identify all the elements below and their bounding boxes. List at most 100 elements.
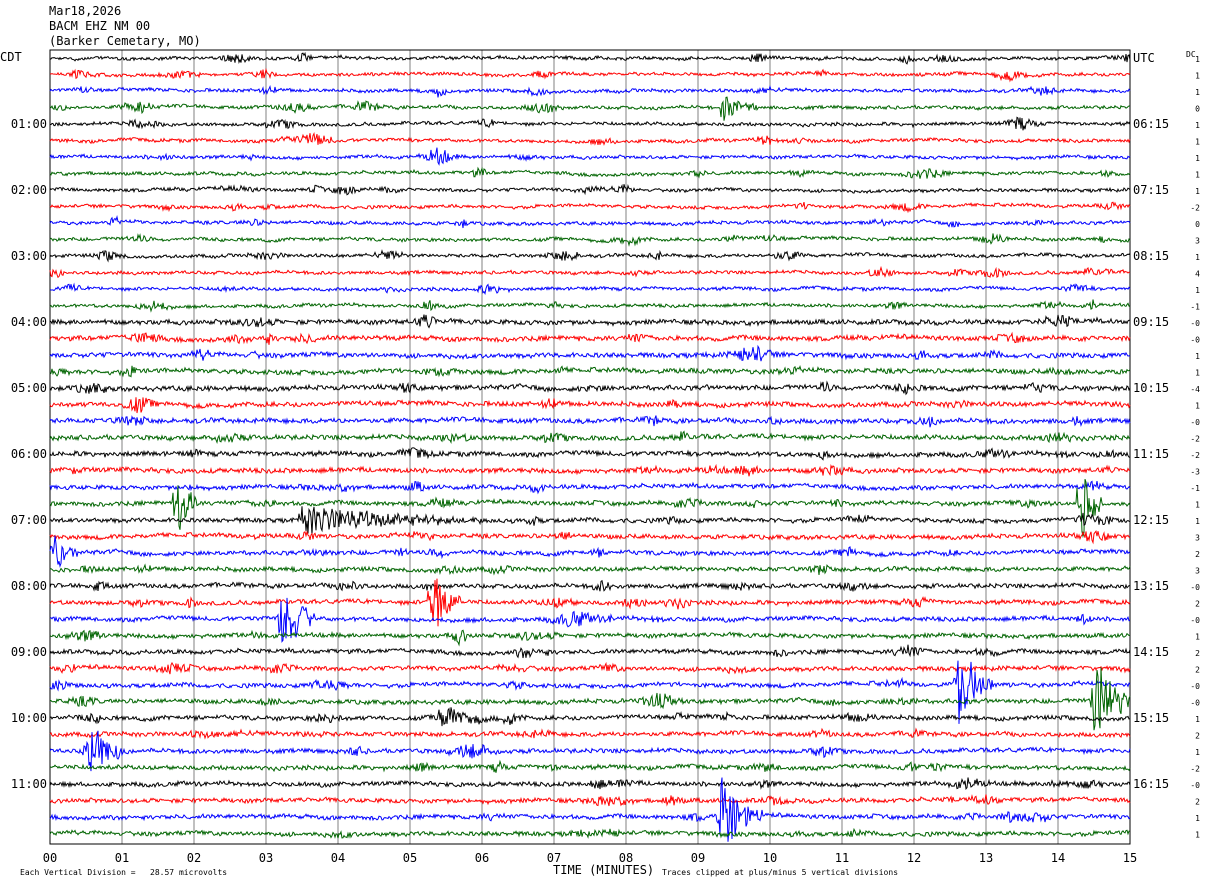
seismogram-trace: [49, 707, 1131, 727]
left-time-label: 11:00: [11, 777, 47, 791]
seismogram-trace: [49, 506, 1131, 535]
right-time-label: 06:15: [1133, 117, 1169, 131]
x-tick-label: 05: [403, 851, 417, 865]
dc-offset-label: 1: [1195, 352, 1200, 361]
dc-offset-label: 1: [1195, 715, 1200, 724]
seismogram-trace: [49, 314, 1130, 329]
left-time-label: 02:00: [11, 183, 47, 197]
left-time-label: 07:00: [11, 513, 47, 527]
minute-grid: [49, 49, 1131, 845]
trace-group: [49, 51, 1131, 842]
seismogram-trace: [49, 667, 1131, 731]
x-tick-label: 14: [1051, 851, 1065, 865]
seismogram-trace: [49, 447, 1131, 461]
seismogram-trace: [49, 233, 1131, 247]
right-time-label: 15:15: [1133, 711, 1169, 725]
x-tick-label: 12: [907, 851, 921, 865]
seismogram-trace: [49, 759, 1131, 773]
dc-offset-label: 1: [1195, 154, 1200, 163]
right-time-label: UTC: [1133, 51, 1155, 65]
seismogram-trace: [49, 299, 1131, 313]
seismogram-trace: [49, 578, 1131, 627]
seismogram-trace: [49, 51, 1131, 65]
seismogram-trace: [49, 183, 1131, 196]
dc-offset-label: -3: [1190, 468, 1200, 477]
right-time-label: 10:15: [1133, 381, 1169, 395]
dc-offset-label: -1: [1190, 484, 1200, 493]
left-time-label: 10:00: [11, 711, 47, 725]
x-tick-label: 03: [259, 851, 273, 865]
right-time-label: 11:15: [1133, 447, 1169, 461]
left-time-label: 09:00: [11, 645, 47, 659]
clip-note: Traces clipped at plus/minus 5 vertical …: [662, 868, 899, 877]
dc-offset-label: -2: [1190, 765, 1200, 774]
x-tick-label: 10: [763, 851, 777, 865]
dc-offset-label: -0: [1190, 616, 1200, 625]
dc-offset-label: 1: [1195, 55, 1200, 64]
x-tick-label: 15: [1123, 851, 1137, 865]
dc-offset-label: -0: [1190, 583, 1200, 592]
dc-offset-label: 1: [1195, 402, 1200, 411]
seismogram-trace: [49, 331, 1131, 345]
seismogram-trace: [49, 597, 1131, 643]
dc-offset-label: 1: [1195, 171, 1200, 180]
right-time-label: 12:15: [1133, 513, 1169, 527]
seismogram-trace: [49, 777, 1131, 790]
right-time-label: 09:15: [1133, 315, 1169, 329]
right-time-label: 14:15: [1133, 645, 1169, 659]
seismogram-trace: [49, 478, 1131, 539]
dc-offset-label: 1: [1195, 72, 1200, 81]
seismogram-trace: [49, 397, 1131, 414]
dc-offset-label: 2: [1195, 666, 1200, 675]
plot-frame: [49, 49, 1131, 845]
left-time-label: 04:00: [11, 315, 47, 329]
label-group: 00 01 02 03 04 05 06 07 08 09 10 11 12 13 14 1511101111…: [11, 51, 1200, 865]
x-axis-title: TIME (MINUTES): [553, 863, 655, 877]
dc-offset-label: 1: [1195, 369, 1200, 378]
seismogram-trace: [49, 661, 1131, 675]
dc-offset-label: 1: [1195, 286, 1200, 295]
right-time-label: 07:15: [1133, 183, 1169, 197]
seismogram-trace: [49, 67, 1131, 83]
seismogram-trace: [49, 147, 1131, 166]
dc-offset-label: 1: [1195, 501, 1200, 510]
left-timezone-label: CDT: [0, 50, 22, 64]
dc-offset-label: 0: [1195, 220, 1200, 229]
dc-offset-label: -0: [1190, 682, 1200, 691]
dc-offset-label: 3: [1195, 237, 1200, 246]
seismogram-trace: [49, 730, 1131, 772]
dc-offset-label: 2: [1195, 649, 1200, 658]
plot-date: Mar18,2026: [49, 4, 122, 18]
seismogram-trace: [49, 644, 1131, 659]
dc-offset-label: 1: [1195, 253, 1200, 262]
dc-offset-label: 2: [1195, 732, 1200, 741]
dc-offset-label: -1: [1190, 303, 1200, 312]
dc-offset-label: 2: [1195, 798, 1200, 807]
x-tick-label: 09: [691, 851, 705, 865]
station-location: (Barker Cemetary, MO): [49, 34, 201, 48]
seismogram-trace: [49, 777, 1131, 842]
x-tick-label: 06: [475, 851, 489, 865]
seismogram-trace: [49, 463, 1131, 477]
seismogram-trace: [49, 535, 1131, 568]
x-tick-label: 02: [187, 851, 201, 865]
seismogram-trace: [49, 380, 1131, 396]
right-time-label: 08:15: [1133, 249, 1169, 263]
dc-offset-label: -0: [1190, 781, 1200, 790]
seismogram-trace: [49, 727, 1131, 740]
seismogram-trace: [49, 827, 1130, 839]
left-time-label: 05:00: [11, 381, 47, 395]
left-time-label: 06:00: [11, 447, 47, 461]
dc-offset-label: 1: [1195, 121, 1200, 130]
seismogram-trace: [49, 415, 1131, 428]
dc-offset-label: 3: [1195, 567, 1200, 576]
dc-offset-label: 1: [1195, 88, 1200, 97]
dc-offset-label: 4: [1195, 270, 1200, 279]
dc-offset-label: 1: [1195, 814, 1200, 823]
dc-offset-label: -2: [1190, 451, 1200, 460]
seismogram-trace: [49, 660, 1131, 724]
x-tick-label: 07: [547, 851, 561, 865]
x-tick-label: 13: [979, 851, 993, 865]
seismogram-trace: [49, 215, 1131, 229]
dc-offset-label: 2: [1195, 600, 1200, 609]
